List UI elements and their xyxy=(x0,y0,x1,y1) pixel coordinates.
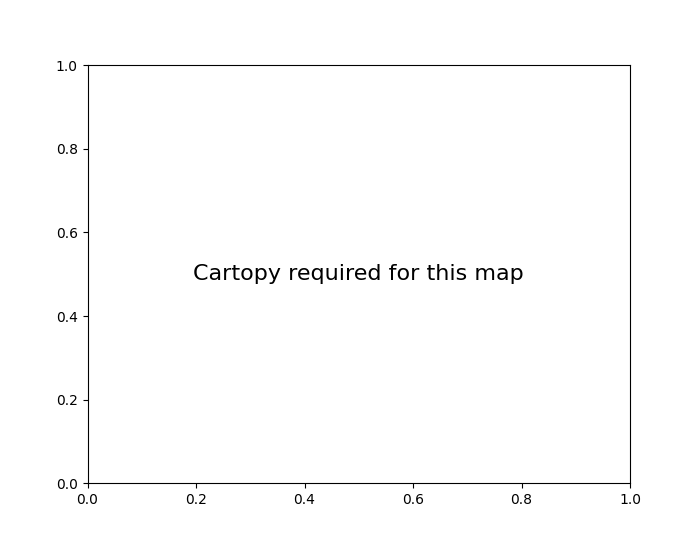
Text: Cartopy required for this map: Cartopy required for this map xyxy=(193,264,524,284)
